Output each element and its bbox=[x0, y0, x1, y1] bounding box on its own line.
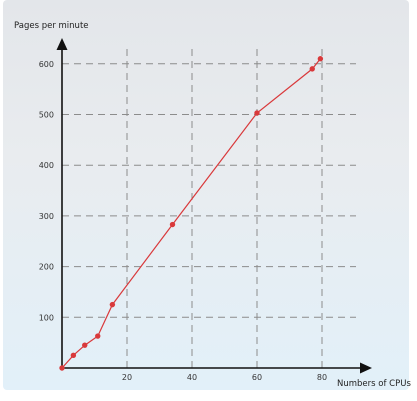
tick-labels: 100 200 300 400 500 600 20 40 60 80 bbox=[39, 60, 327, 382]
x-axis-arrow bbox=[360, 362, 372, 374]
series bbox=[59, 56, 324, 371]
data-point bbox=[317, 56, 324, 62]
x-tick-label: 80 bbox=[317, 373, 327, 382]
y-tick-label: 100 bbox=[39, 313, 54, 322]
x-tick-label: 40 bbox=[187, 373, 197, 382]
y-tick-label: 600 bbox=[39, 60, 54, 69]
series-line bbox=[61, 58, 321, 369]
axes bbox=[56, 38, 372, 374]
data-point bbox=[169, 221, 176, 228]
grid-lines bbox=[62, 46, 356, 368]
data-point bbox=[70, 352, 77, 359]
line-chart: 100 200 300 400 500 600 20 40 60 80 Pages per min… bbox=[14, 21, 411, 389]
x-tick-label: 20 bbox=[122, 373, 132, 382]
data-point bbox=[254, 110, 260, 116]
x-tick-label: 60 bbox=[252, 373, 262, 382]
y-tick-label: 500 bbox=[39, 111, 54, 120]
y-tick-label: 400 bbox=[39, 161, 54, 170]
data-point bbox=[82, 342, 88, 348]
data-point bbox=[109, 301, 116, 308]
y-tick-label: 200 bbox=[39, 263, 54, 272]
y-tick-label: 300 bbox=[39, 212, 54, 221]
data-point bbox=[59, 365, 65, 371]
data-point bbox=[309, 66, 315, 72]
x-axis-title: Numbers of CPUs bbox=[337, 379, 411, 389]
y-axis-arrow bbox=[56, 38, 68, 50]
chart-frame: 100 200 300 400 500 600 20 40 60 80 Pages per min… bbox=[3, 0, 411, 390]
y-axis-title: Pages per minute bbox=[14, 21, 89, 31]
data-point bbox=[95, 333, 101, 339]
